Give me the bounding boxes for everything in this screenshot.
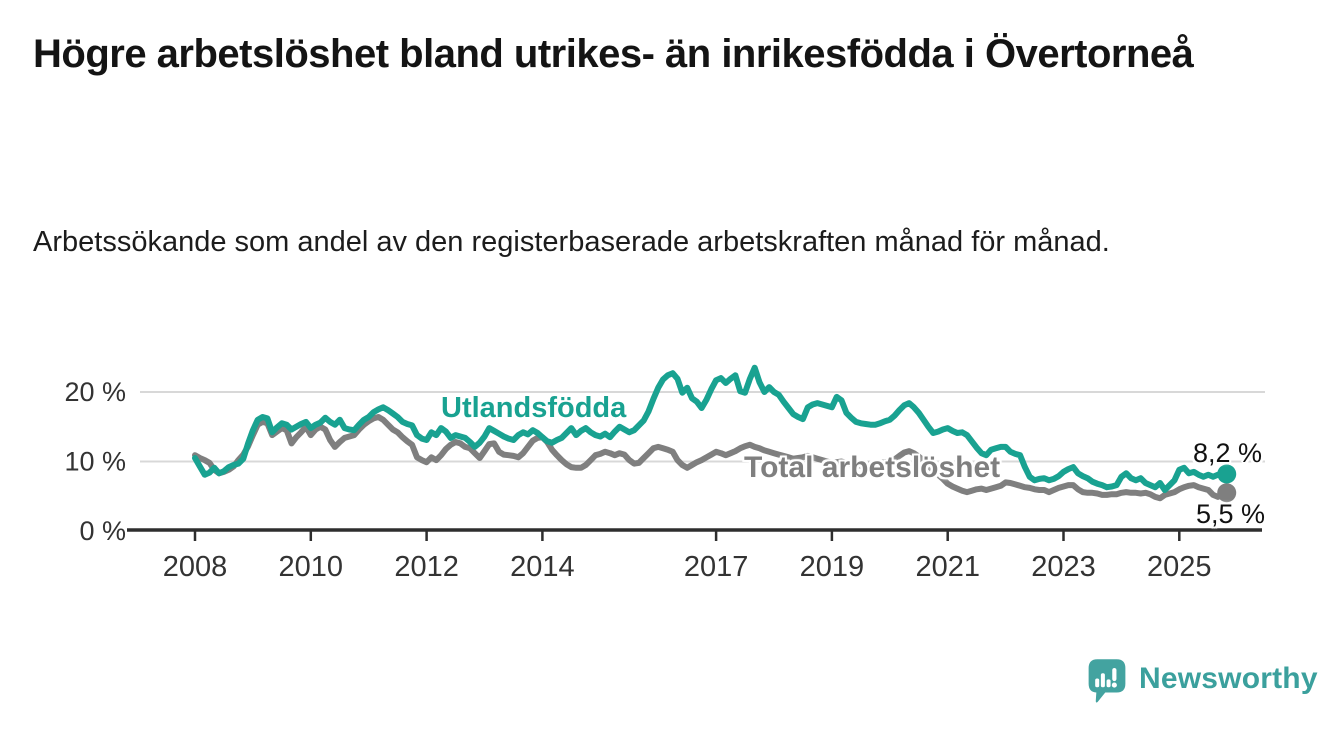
y-tick-label: 0 % [79,516,126,546]
x-tick-label: 2017 [684,551,749,583]
x-tick-label: 2019 [800,551,865,583]
newsworthy-bubble-icon [1088,659,1126,703]
x-tick-label: 2008 [163,551,228,583]
newsworthy-logo: Newsworthy [1086,657,1318,707]
x-tick-label: 2025 [1147,551,1212,583]
series-label-total: Total arbetslöshet [744,451,1001,484]
x-tick-label: 2021 [915,551,980,583]
series-label-utlandsfodda: Utlandsfödda [441,392,627,424]
y-tick-label: 20 % [64,377,126,407]
end-value-utlandsfodda: 8,2 % [1193,438,1263,468]
x-tick-label: 2014 [510,551,575,583]
x-tick-label: 2023 [1031,551,1096,583]
newsworthy-wordmark: Newsworthy [1139,662,1318,695]
x-tick-label: 2012 [394,551,459,583]
page-title: Högre arbetslöshet bland utrikes- än inr… [33,32,1194,76]
series-line-total [192,414,1226,502]
y-tick-label: 10 % [64,447,126,477]
chart-subtitle: Arbetssökande som andel av den registerb… [33,226,1110,258]
end-dot-utlandsfodda [1217,464,1237,484]
series-line-utlandsfodda [192,364,1226,493]
end-value-total: 5,5 % [1196,499,1266,529]
x-tick-label: 2010 [279,551,344,583]
end-dot-total [1217,483,1237,503]
